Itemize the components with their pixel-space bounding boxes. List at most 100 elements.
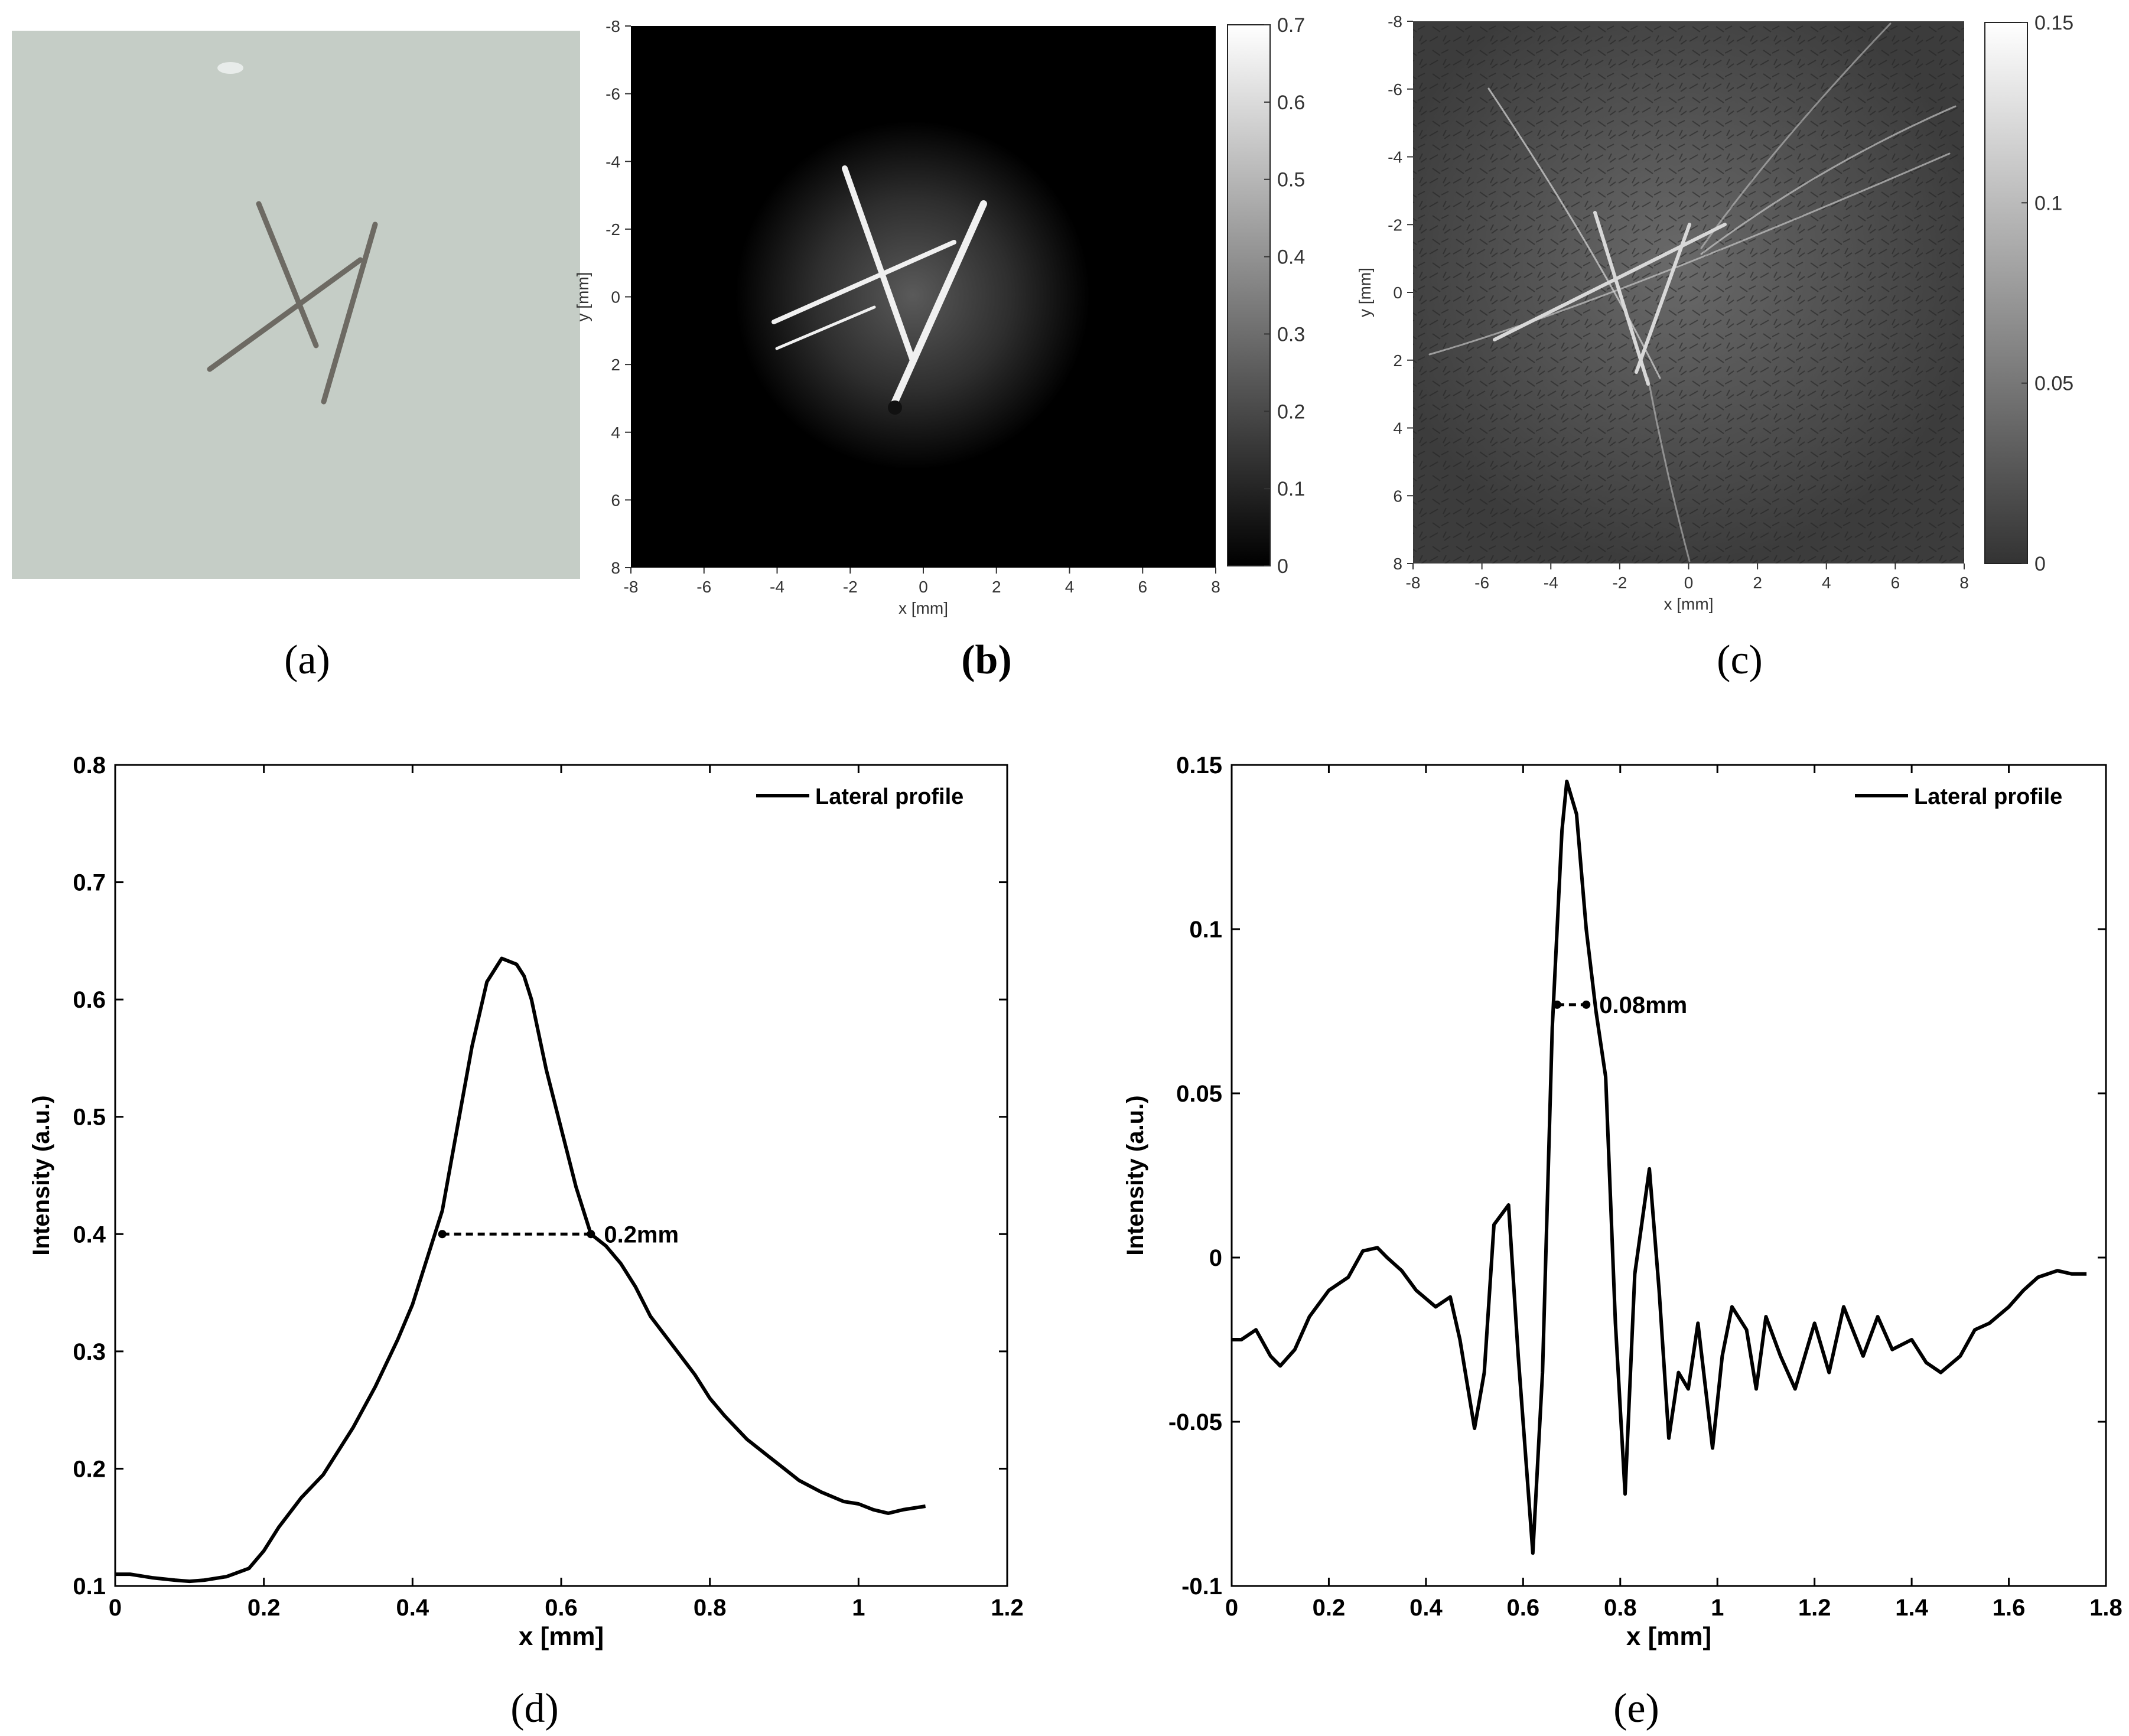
colorbar-c — [1984, 22, 2028, 564]
fwhm-annotation: 0.2mm — [604, 1222, 679, 1248]
y-tick-label: 0.6 — [73, 987, 106, 1013]
x-tick-label: 8 — [1959, 574, 1969, 592]
y-tick-label: -4 — [606, 152, 620, 171]
panel-a-label: (a) — [284, 637, 330, 683]
y-tick-label: -8 — [606, 17, 620, 35]
panel-e: 0 0.2 0.4 0.6 0.8 1 1.2 1.4 1.6 1.8 -0.1 -0.05 0 0.05… — [1122, 753, 2123, 1731]
colorbar-b — [1227, 24, 1271, 566]
x-tick-label: 0 — [919, 578, 928, 596]
x-axis-label: x [mm] — [899, 599, 948, 617]
x-tick-label: 2 — [992, 578, 1001, 596]
x-tick-label: 1 — [852, 1595, 865, 1621]
panel-c-label: (c) — [1717, 637, 1763, 683]
y-tick-label: -4 — [1388, 148, 1402, 167]
x-tick-label: -4 — [770, 578, 784, 596]
fwhm-marker-point — [438, 1230, 447, 1239]
x-tick-label: 1.8 — [2089, 1595, 2123, 1621]
x-tick-label: 0.6 — [1507, 1595, 1540, 1621]
y-axis-label: Intensity (a.u.) — [1122, 1095, 1148, 1255]
x-tick-label: -8 — [624, 578, 639, 596]
x-tick-label: 0.4 — [396, 1595, 429, 1621]
y-tick-label: 0 — [1393, 284, 1402, 302]
y-tick-label: 2 — [1393, 351, 1402, 370]
y-tick-label: -0.1 — [1181, 1574, 1222, 1600]
x-tick-label: 0 — [1225, 1595, 1238, 1621]
colorbar-tick-label: 0.15 — [2034, 12, 2073, 34]
y-tick-label: -0.05 — [1168, 1409, 1222, 1435]
colorbar-tick-label: 0.7 — [1277, 14, 1305, 37]
image-c-fibers — [1428, 22, 1957, 562]
y-tick-label: -6 — [606, 85, 620, 103]
colorbar-tick-label: 0.1 — [1277, 478, 1305, 500]
x-tick-label: 4 — [1822, 574, 1831, 592]
panel-a: (a) — [12, 31, 580, 683]
y-axis-label: Intensity (a.u.) — [28, 1095, 54, 1255]
photo-reflection — [217, 62, 243, 74]
x-tick-label: 1 — [1711, 1595, 1724, 1621]
colorbar-tick-label: 0 — [1277, 555, 1288, 578]
x-tick-label: -2 — [1612, 574, 1627, 592]
series-line-lateral-profile — [115, 956, 926, 1584]
y-tick-label: 0.8 — [73, 753, 106, 779]
image-c-texture — [1413, 21, 1964, 564]
x-tick-label: 1.2 — [1798, 1595, 1831, 1621]
x-tick-label: 2 — [1753, 574, 1762, 592]
y-tick-label: 4 — [1393, 419, 1402, 438]
x-tick-label: 0.8 — [1604, 1595, 1637, 1621]
x-tick-label: 0.2 — [1313, 1595, 1346, 1621]
y-tick-label: 8 — [1393, 555, 1402, 573]
y-tick-label: -2 — [606, 220, 620, 239]
y-tick-label: 4 — [611, 424, 620, 442]
y-tick-label: 0.2 — [73, 1456, 106, 1482]
y-tick-label: 0 — [1209, 1245, 1222, 1271]
y-tick-label: 0.5 — [73, 1105, 106, 1131]
y-tick-label: 6 — [611, 491, 620, 509]
y-tick-label: -8 — [1388, 12, 1402, 31]
legend-label: Lateral profile — [815, 784, 963, 809]
colorbar-tick-label: 0.1 — [2034, 192, 2062, 214]
series-line-lateral-profile — [1232, 779, 2087, 1555]
y-tick-label: 0.4 — [73, 1222, 106, 1248]
x-axis-label: x [mm] — [1626, 1622, 1711, 1651]
image-b-fibers — [771, 165, 987, 405]
chart-d: 0 0.2 0.4 0.6 0.8 1 1.2 0.1 0.2 0.3 0.4 0.5 0.6 0.7 0.… — [28, 753, 1024, 1651]
plot-frame — [1230, 764, 2107, 1587]
x-axis-label: x [mm] — [1664, 595, 1714, 613]
panel-e-label: (e) — [1613, 1686, 1659, 1731]
x-tick-label: -8 — [1406, 574, 1421, 592]
x-tick-label: 0 — [1684, 574, 1694, 592]
y-tick-label: 6 — [1393, 487, 1402, 505]
x-tick-label: 1.2 — [991, 1595, 1024, 1621]
x-tick-label: 6 — [1891, 574, 1900, 592]
legend-label: Lateral profile — [1914, 784, 2062, 809]
y-axis-label: y [mm] — [574, 272, 592, 322]
x-tick-label: 1.4 — [1895, 1595, 1928, 1621]
x-tick-label: 0.8 — [694, 1595, 727, 1621]
y-tick-label: 2 — [611, 356, 620, 374]
x-tick-label: 4 — [1065, 578, 1075, 596]
colorbar-tick-label: 0.5 — [1277, 169, 1305, 191]
x-tick-label: -2 — [843, 578, 858, 596]
colorbar-tick-label: 0.2 — [1277, 400, 1305, 423]
panel-b-label: (b) — [961, 637, 1012, 683]
plot-frame — [114, 764, 1008, 1587]
x-tick-label: -6 — [1474, 574, 1489, 592]
colorbar-tick-label: 0.05 — [2034, 373, 2073, 395]
x-tick-label: 0.4 — [1409, 1595, 1443, 1621]
x-tick-label: 0 — [109, 1595, 122, 1621]
y-tick-label: 0.7 — [73, 870, 106, 896]
fwhm-marker-point — [1582, 1000, 1591, 1009]
image-b-spot — [888, 400, 902, 415]
y-tick-label: 0.05 — [1176, 1081, 1222, 1107]
x-tick-label: 1.6 — [1993, 1595, 2026, 1621]
y-tick-label: -6 — [1388, 80, 1402, 99]
y-tick-label: -2 — [1388, 216, 1402, 234]
y-tick-label: 0 — [611, 288, 620, 307]
y-tick-label: 8 — [611, 559, 620, 577]
